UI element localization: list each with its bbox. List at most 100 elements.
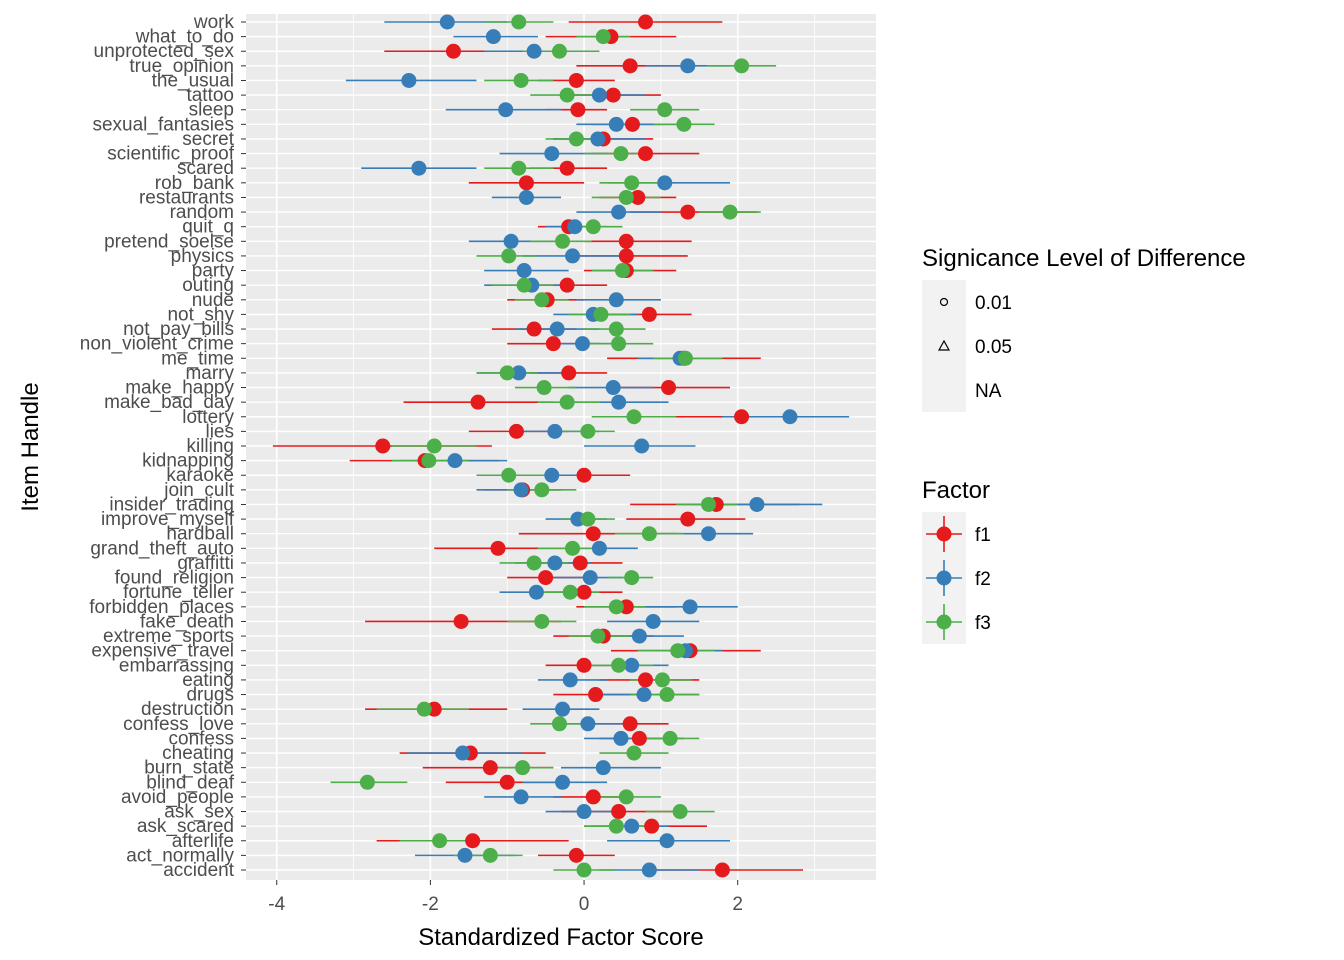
y-tick-label: eating: [182, 670, 234, 691]
y-tick-label: fortune_teller: [123, 582, 235, 603]
point-f3: [670, 643, 686, 659]
point-f3: [593, 306, 609, 322]
point-f1: [611, 804, 627, 820]
legend-significance-title: Signicance Level of Difference: [922, 245, 1246, 272]
point-f3: [580, 423, 596, 439]
y-tick-label: afterlife: [172, 831, 234, 852]
y-tick-label: drugs: [186, 685, 234, 706]
point-f2: [636, 687, 652, 703]
point-f2: [544, 146, 560, 162]
y-tick-label: scared: [177, 158, 234, 179]
legend-factor-label: f2: [975, 569, 991, 590]
legend-factor-point: [936, 614, 952, 630]
point-f2: [447, 453, 463, 469]
y-tick-label: sexual_fantasies: [92, 114, 234, 135]
point-f2: [580, 716, 596, 732]
point-f1: [576, 657, 592, 673]
y-tick-label: lies: [205, 421, 234, 442]
point-f2: [591, 540, 607, 556]
point-f2: [547, 423, 563, 439]
point-f1: [714, 862, 730, 878]
point-f2: [749, 496, 765, 512]
y-tick-label: improve_myself: [101, 509, 235, 530]
y-tick-label: hardball: [166, 524, 234, 545]
y-tick-label: kidnapping: [142, 451, 234, 472]
legend-factor-label: f3: [975, 613, 991, 634]
point-f1: [588, 687, 604, 703]
point-f2: [513, 482, 529, 498]
legend-key-background: [922, 324, 966, 368]
point-f2: [457, 847, 473, 863]
point-f2: [528, 584, 544, 600]
legend-factor-title: Factor: [922, 477, 990, 504]
point-f2: [455, 745, 471, 761]
legend-triangle-shape: [937, 339, 951, 351]
point-f2: [576, 804, 592, 820]
y-tick-label: make_bad_day: [104, 392, 234, 413]
point-f2: [498, 102, 514, 118]
point-f1: [624, 116, 640, 132]
point-f3: [551, 43, 567, 59]
y-tick-label: non_violent_crime: [80, 334, 234, 355]
point-f1: [576, 584, 592, 600]
point-f2: [511, 365, 527, 381]
legend-factor-label: f1: [975, 525, 991, 546]
point-f3: [511, 14, 527, 30]
point-f3: [595, 29, 611, 45]
point-f3: [426, 438, 442, 454]
legend-factor-point: [936, 570, 952, 586]
point-f1: [680, 511, 696, 527]
point-f2: [680, 58, 696, 74]
y-tick-label: expensive_travel: [91, 641, 234, 662]
y-tick-label: not_shy: [167, 304, 234, 325]
point-f3: [614, 263, 630, 279]
point-f2: [547, 555, 563, 571]
point-f3: [568, 131, 584, 147]
point-f3: [624, 570, 640, 586]
x-tick-labels: -4 -2 0 2: [268, 880, 743, 915]
point-f3: [359, 774, 375, 790]
point-f3: [626, 745, 642, 761]
y-tick-label: secret: [182, 129, 234, 150]
point-f2: [411, 160, 427, 176]
point-f2: [611, 394, 627, 410]
point-f2: [682, 599, 698, 615]
point-f1: [585, 526, 601, 542]
y-axis-title: Item Handle: [17, 382, 44, 511]
y-tick-label: pretend_soelse: [104, 231, 234, 252]
point-f3: [534, 613, 550, 629]
y-tick-label: embarrassing: [119, 655, 234, 676]
point-f1: [618, 233, 634, 249]
point-f2: [555, 701, 571, 717]
point-f1: [680, 204, 696, 220]
point-f3: [734, 58, 750, 74]
point-f2: [782, 409, 798, 425]
point-f3: [416, 701, 432, 717]
point-f3: [722, 204, 738, 220]
point-f3: [677, 350, 693, 366]
legend-key-background: [922, 280, 966, 324]
y-tick-label: lottery: [182, 407, 234, 428]
point-f1: [545, 336, 561, 352]
point-f1: [638, 14, 654, 30]
legend-significance-label: 0.01: [975, 293, 1012, 314]
point-f2: [544, 467, 560, 483]
point-f2: [513, 789, 529, 805]
legend: Signicance Level of Difference 0.01 0.05 NA…: [922, 245, 1246, 644]
point-f2: [590, 131, 606, 147]
x-axis-title: Standardized Factor Score: [418, 924, 703, 951]
point-f1: [570, 102, 586, 118]
y-tick-label: ask_sex: [164, 802, 234, 823]
y-tick-label: blind_deaf: [146, 772, 234, 793]
point-f2: [608, 116, 624, 132]
point-f3: [526, 555, 542, 571]
point-f2: [613, 730, 629, 746]
point-f2: [565, 248, 581, 264]
y-tick-label: insider_trading: [109, 494, 234, 515]
point-f3: [576, 862, 592, 878]
y-tick-label: scientific_proof: [107, 144, 234, 165]
point-f1: [568, 72, 584, 88]
y-tick-label: physics: [171, 246, 234, 267]
legend-key-background: [922, 368, 966, 412]
y-tick-label: work: [193, 12, 235, 33]
